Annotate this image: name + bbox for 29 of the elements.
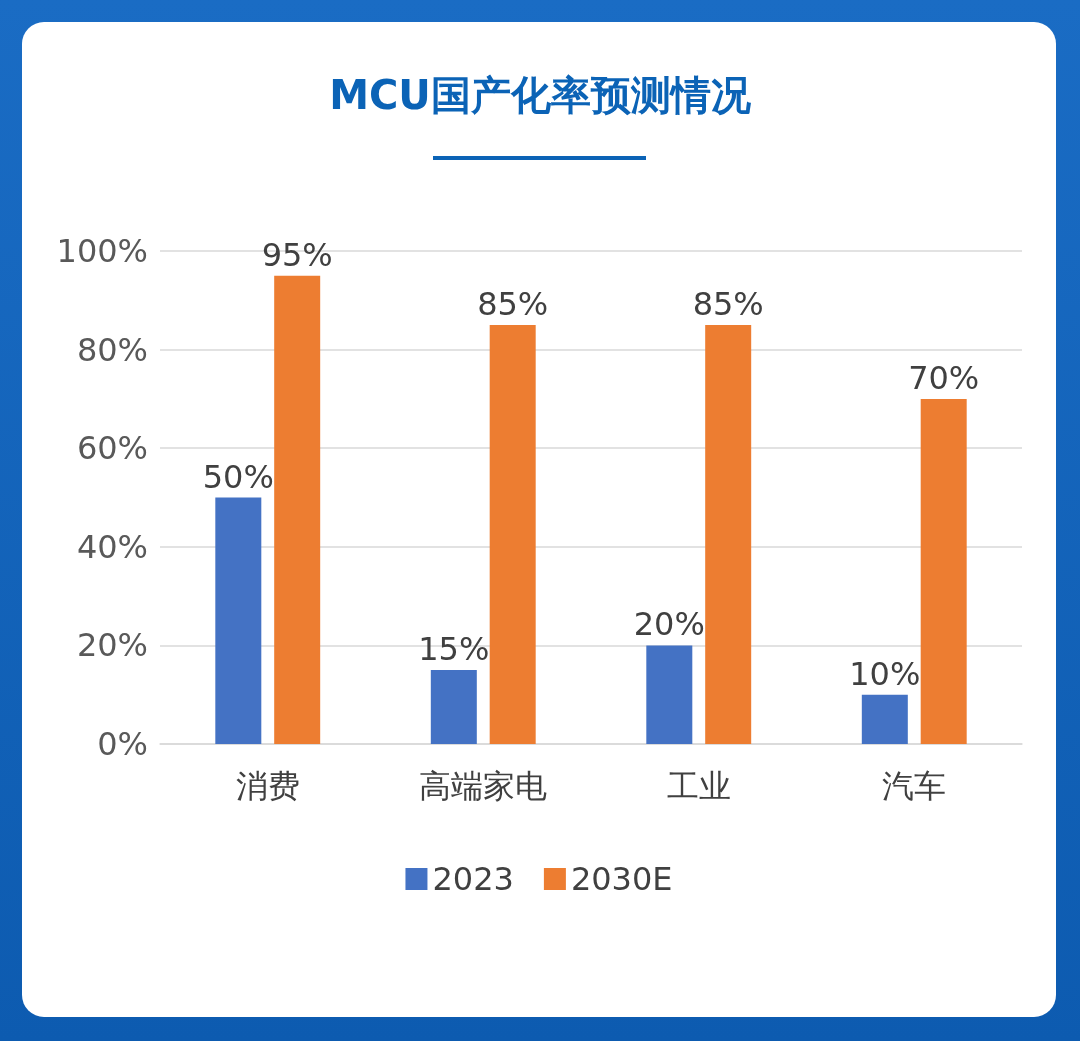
y-tick-label: 60% bbox=[76, 429, 148, 468]
data-label: 10% bbox=[849, 654, 921, 693]
y-tick-label: 20% bbox=[76, 626, 148, 665]
data-label: 20% bbox=[633, 605, 705, 644]
bar bbox=[430, 670, 477, 744]
y-tick-label: 100% bbox=[56, 232, 148, 270]
x-tick-label: 高端家电 bbox=[419, 767, 548, 805]
data-label: 85% bbox=[477, 284, 549, 323]
bar bbox=[705, 324, 752, 744]
bar bbox=[489, 324, 536, 744]
legend-label: 2023 bbox=[432, 860, 514, 898]
data-label: 15% bbox=[418, 630, 490, 669]
x-tick-label: 汽车 bbox=[882, 767, 947, 805]
y-tick-label: 0% bbox=[97, 725, 148, 763]
data-label: 70% bbox=[908, 358, 980, 397]
bar bbox=[861, 694, 908, 744]
bar bbox=[646, 645, 693, 744]
y-tick-label: 40% bbox=[76, 527, 148, 566]
chart-title: MCU国产化率预测情况 bbox=[328, 71, 752, 120]
y-tick-label: 80% bbox=[76, 330, 148, 369]
data-label: 50% bbox=[202, 457, 274, 496]
bar bbox=[274, 275, 321, 744]
x-tick-label: 工业 bbox=[666, 767, 731, 805]
bar bbox=[215, 497, 262, 744]
x-tick-label: 消费 bbox=[235, 767, 300, 805]
data-label: 85% bbox=[692, 284, 764, 323]
data-label: 95% bbox=[261, 235, 333, 274]
legend-label: 2030E bbox=[570, 860, 673, 898]
bar bbox=[920, 398, 967, 744]
